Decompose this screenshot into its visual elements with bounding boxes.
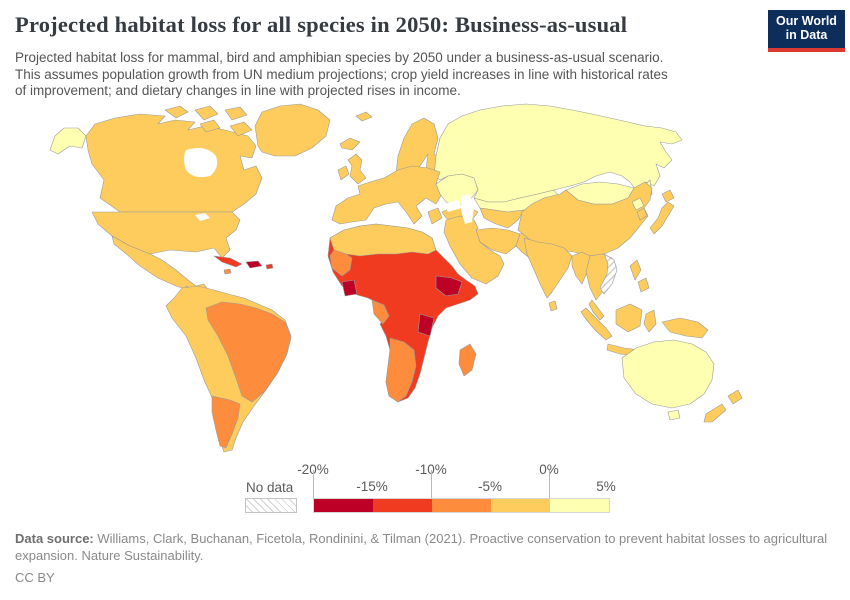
region-japan[interactable] (649, 189, 675, 235)
logo-line1: Our World (776, 14, 837, 28)
legend-color-bar (313, 498, 610, 513)
region-sulawesi[interactable] (643, 309, 657, 333)
region-tanzania[interactable] (417, 313, 435, 337)
region-greece[interactable] (427, 207, 443, 225)
license-link[interactable]: CC BY (15, 570, 55, 585)
region-europe[interactable] (331, 165, 443, 225)
logo-accent-bar (768, 48, 845, 52)
region-ghana[interactable] (341, 279, 358, 297)
subtitle-line-3: of improvement; and dietary changes in l… (15, 83, 461, 98)
legend-tick (431, 470, 432, 498)
region-mongolia[interactable] (565, 181, 635, 205)
legend-swatch-bin5[interactable] (550, 499, 609, 512)
region-uk[interactable] (347, 153, 367, 185)
region-brazil[interactable] (205, 301, 292, 403)
region-jamaica[interactable] (223, 268, 232, 275)
legend-swatch-bin2[interactable] (373, 499, 432, 512)
region-hispaniola[interactable] (245, 260, 263, 269)
region-canada[interactable] (85, 113, 263, 213)
region-myanmar[interactable] (571, 251, 591, 285)
page-title: Projected habitat loss for all species i… (15, 12, 628, 37)
region-philippines[interactable] (629, 259, 650, 293)
region-ireland[interactable] (337, 165, 350, 181)
subtitle-line-1: Projected habitat loss for mammal, bird … (15, 50, 664, 65)
region-gabon-congo[interactable] (371, 299, 390, 325)
region-ethiopia[interactable] (435, 275, 463, 297)
region-puerto-rico[interactable] (265, 263, 274, 270)
data-source-note: Data source: Williams, Clark, Buchanan, … (15, 531, 847, 564)
logo-line2: in Data (785, 28, 828, 42)
region-usa[interactable] (91, 211, 241, 259)
region-southern-africa[interactable] (385, 337, 417, 403)
region-australia[interactable] (621, 339, 715, 409)
legend-tick-label: 0% (539, 462, 559, 477)
region-cuba[interactable] (213, 255, 243, 268)
region-north-africa[interactable] (329, 223, 437, 257)
legend-tick-label: -10% (415, 462, 447, 477)
subtitle-line-2: This assumes population growth from UN m… (15, 66, 668, 82)
region-madagascar[interactable] (458, 343, 477, 377)
data-source-text: Williams, Clark, Buchanan, Ficetola, Ron… (15, 531, 828, 563)
great-lakes (195, 213, 210, 221)
legend-swatch-bin4[interactable] (491, 499, 550, 512)
map-legend: No data -20% -15% -10% -5% 0% 5% (0, 462, 850, 517)
world-choropleth-map (49, 103, 743, 453)
region-argentina[interactable] (211, 395, 241, 449)
region-greenland[interactable] (254, 103, 331, 157)
hudson-bay (184, 148, 218, 178)
region-mauritania-senegal[interactable] (329, 249, 353, 277)
region-sumatra[interactable] (580, 307, 613, 341)
region-tasmania[interactable] (667, 409, 681, 421)
legend-tick-label: -15% (356, 479, 388, 494)
region-south-korea[interactable] (636, 207, 648, 221)
region-malay-peninsula[interactable] (588, 299, 605, 321)
region-central-asia[interactable] (479, 207, 525, 229)
region-new-zealand[interactable] (703, 389, 743, 423)
region-borneo[interactable] (615, 303, 643, 333)
region-china[interactable] (517, 181, 653, 257)
region-iceland[interactable] (339, 137, 361, 151)
region-vietnam[interactable] (599, 253, 618, 295)
footer: Data source: Williams, Clark, Buchanan, … (15, 531, 847, 587)
region-arctic-islands[interactable] (164, 105, 253, 137)
no-data-label: No data (246, 480, 294, 495)
legend-swatch-bin1[interactable] (314, 499, 373, 512)
no-data-swatch[interactable] (245, 498, 297, 513)
caspian-sea (461, 194, 474, 224)
region-alaska[interactable] (49, 127, 87, 155)
legend-tick-label: -5% (477, 479, 503, 494)
legend-tick (549, 470, 550, 498)
data-source-label: Data source: (15, 531, 94, 546)
region-india[interactable] (523, 237, 573, 299)
region-svalbard[interactable] (355, 111, 373, 122)
legend-tick-label: -20% (297, 462, 329, 477)
legend-tick (313, 470, 314, 498)
region-sri-lanka[interactable] (548, 300, 558, 312)
region-new-guinea[interactable] (661, 317, 709, 339)
region-north-korea[interactable] (631, 197, 645, 211)
legend-tick-label: 5% (596, 479, 616, 494)
black-sea (444, 200, 462, 212)
owid-logo[interactable]: Our World in Data (768, 10, 845, 52)
legend-swatch-bin3[interactable] (432, 499, 491, 512)
chart-subtitle: Projected habitat loss for mammal, bird … (15, 50, 760, 100)
region-arabia[interactable] (443, 215, 505, 285)
